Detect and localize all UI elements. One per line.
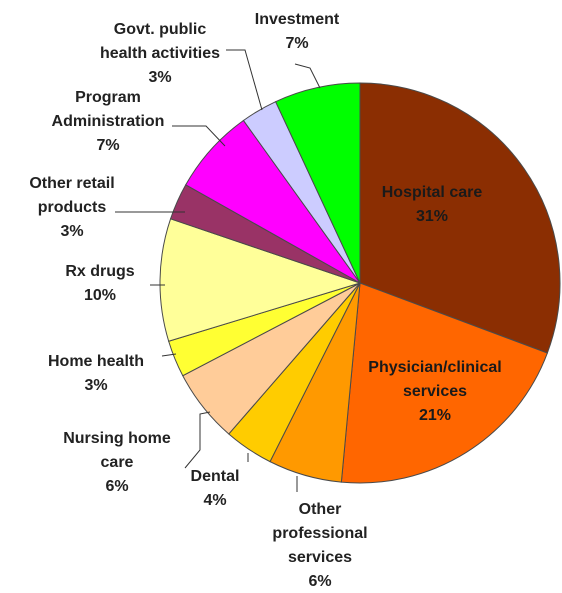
leader-line-home-health [161, 353, 177, 357]
slice-label-govt-public-health-activities: Govt. public health activities 3% [100, 21, 220, 86]
slice-label-rx-drugs: Rx drugs 10% [65, 263, 134, 304]
slice-label-line: Physician/clinical [368, 359, 501, 376]
slice-label-home-health: Home health 3% [48, 353, 144, 394]
slice-label-other-retail-products: Other retail products 3% [29, 175, 114, 240]
slice-label-line: 3% [84, 377, 107, 394]
slice-label-line: 10% [84, 287, 116, 304]
pie-slice-rx-drugs [159, 218, 362, 342]
slice-label-line: Hospital care [382, 184, 483, 201]
slice-label-other-professional-services: Other professional services 6% [272, 501, 367, 590]
slice-label-line: 7% [96, 137, 119, 154]
pie-labels: Hospital care 31% Physician/clinical servic… [29, 11, 501, 590]
slice-label-dental: Dental 4% [191, 468, 240, 509]
slice-label-line: Administration [52, 113, 165, 130]
slice-label-line: Govt. public [114, 21, 207, 38]
slice-label-line: 3% [60, 223, 83, 240]
slice-label-line: Home health [48, 353, 144, 370]
slice-label-line: services [288, 549, 352, 566]
slice-label-line: 31% [416, 208, 448, 225]
slice-label-line: Other retail [29, 175, 114, 192]
pie-slices [159, 82, 561, 484]
slice-label-line: 3% [148, 69, 171, 86]
slice-label-line: health activities [100, 45, 220, 62]
pie-slice-physician-clinical-services [340, 282, 548, 484]
slice-label-line: 6% [308, 573, 331, 590]
leader-line-govt-public-health-activities [226, 49, 263, 111]
slice-label-line: professional [272, 525, 367, 542]
leader-line-investment [294, 63, 321, 89]
slice-label-line: Nursing home [63, 430, 171, 447]
pie-slice-investment [274, 82, 361, 284]
slice-label-line: care [101, 454, 134, 471]
slice-label-line: 21% [419, 407, 451, 424]
slice-label-program-administration: Program Administration 7% [52, 89, 165, 154]
slice-label-line: Program [75, 89, 141, 106]
slice-label-nursing-home-care: Nursing home care 6% [63, 430, 171, 495]
slice-label-line: Rx drugs [65, 263, 134, 280]
slice-label-line: services [403, 383, 467, 400]
leader-line-nursing-home-care [184, 411, 211, 469]
slice-label-line: 4% [203, 492, 226, 509]
slice-label-line: 6% [105, 478, 128, 495]
slice-label-line: products [38, 199, 107, 216]
slice-label-line: Other [299, 501, 342, 518]
slice-label-physician-clinical-services: Physician/clinical services 21% [368, 359, 501, 424]
pie-slice-hospital-care [359, 82, 561, 354]
slice-label-line: Dental [191, 468, 240, 485]
slice-label-hospital-care: Hospital care 31% [382, 184, 483, 225]
leader-line-program-administration [172, 125, 226, 147]
slice-label-investment: Investment 7% [255, 11, 340, 52]
slice-label-line: Investment [255, 11, 340, 28]
slice-label-line: 7% [285, 35, 308, 52]
